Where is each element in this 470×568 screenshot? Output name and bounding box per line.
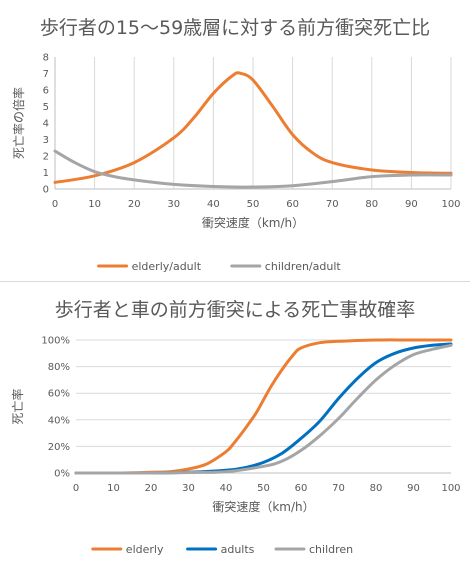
chart-1-y-tick-label: 6 — [43, 86, 49, 97]
chart-1-x-tick-label: 100 — [441, 199, 460, 210]
chart-1-title: 歩行者の15〜59歳層に対する前方衝突死亡比 — [39, 17, 431, 39]
chart-panel-1: 歩行者の15〜59歳層に対する前方衝突死亡比 0 1 2 3 4 5 6 7 8 0 10 20 30 4… — [0, 0, 470, 281]
chart-2-x-tick-label: 30 — [182, 483, 195, 494]
chart-2-x-tick-label: 40 — [220, 483, 233, 494]
chart-1-y-tick-label: 0 — [43, 185, 49, 196]
chart-1-x-tick-label: 10 — [88, 199, 101, 210]
chart-2-y-axis-title: 死亡率 — [10, 388, 25, 424]
chart-2-x-tick-label: 10 — [107, 483, 120, 494]
chart-2-legend-label: children — [309, 543, 353, 556]
chart-panel-2: 歩行者と車の前方衝突による死亡事故確率 0% 20% 40% 60% 80% 100% 0 1… — [0, 282, 470, 568]
chart-2-title: 歩行者と車の前方衝突による死亡事故確率 — [54, 299, 416, 321]
chart-2-x-tick-label: 50 — [257, 483, 270, 494]
chart-2-x-tick-label: 20 — [145, 483, 158, 494]
chart-1-x-tick-label: 40 — [207, 199, 220, 210]
chart-1-series-line-elderly-adult — [53, 71, 453, 184]
chart-2-series-line-adults — [74, 342, 453, 475]
chart-1-legend-label: children/adult — [265, 260, 342, 273]
chart-1-x-tick-label: 70 — [326, 199, 339, 210]
chart-1-y-tick-label: 8 — [43, 53, 49, 64]
chart-2-series-line-children — [74, 343, 453, 475]
chart-2-x-tick-label: 80 — [370, 483, 383, 494]
chart-1-x-tick-label: 80 — [365, 199, 378, 210]
chart-1-x-axis-title: 衝突速度（km/h） — [202, 215, 304, 230]
chart-2-y-tick-label: 60% — [48, 389, 70, 400]
chart-1-y-tick-label: 3 — [43, 135, 49, 146]
chart-2-x-tick-label: 70 — [332, 483, 345, 494]
chart-2-x-tick-label: 0 — [73, 483, 79, 494]
chart-1-x-tick-label: 30 — [167, 199, 180, 210]
chart-1-y-tick-label: 7 — [43, 69, 49, 80]
chart-2-y-tick-label: 40% — [48, 415, 70, 426]
chart-2-y-tick-label: 20% — [48, 442, 70, 453]
chart-1-y-tick-label: 4 — [43, 119, 49, 130]
chart-2-y-tick-label: 0% — [54, 469, 70, 480]
chart-2-x-axis-title: 衝突速度（km/h） — [212, 499, 314, 514]
chart-1-y-tick-label: 1 — [43, 168, 49, 179]
chart-1-x-tick-label: 0 — [52, 199, 58, 210]
chart-divider — [0, 281, 470, 282]
chart-2-y-tick-label: 100% — [41, 336, 70, 347]
chart-1-legend-label: elderly/adult — [132, 260, 202, 273]
chart-1-y-tick-label: 5 — [43, 102, 49, 113]
chart-2-legend-label: adults — [221, 543, 255, 556]
chart-2-plot: 0% 20% 40% 60% 80% 100% 0 10 20 30 40 50 60 70 80 90 100… — [10, 336, 461, 557]
chart-2-x-tick-label: 60 — [295, 483, 308, 494]
chart-2-legend-label: elderly — [126, 543, 164, 556]
chart-1-x-tick-label: 90 — [405, 199, 418, 210]
chart-2-y-tick-label: 80% — [48, 362, 70, 373]
chart-1-y-tick-label: 2 — [43, 152, 49, 163]
chart-2-x-tick-label: 100 — [441, 483, 460, 494]
chart-1-series-line-children-adult — [53, 149, 453, 189]
chart-1-x-tick-label: 50 — [247, 199, 260, 210]
chart-2-series-line-elderly — [74, 338, 453, 475]
chart-1-y-axis-title: 死亡率の倍率 — [11, 87, 26, 159]
chart-2-x-tick-label: 90 — [407, 483, 420, 494]
chart-1-x-tick-label: 20 — [128, 199, 141, 210]
chart-1-x-tick-label: 60 — [286, 199, 299, 210]
